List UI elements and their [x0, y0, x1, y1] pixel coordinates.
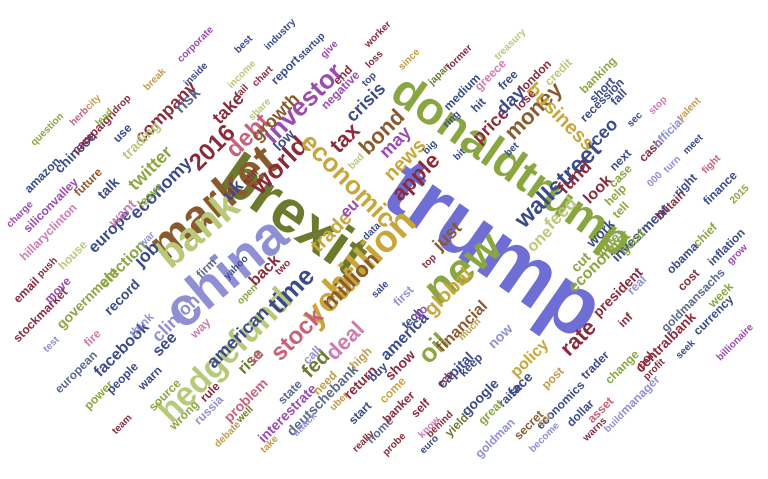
word-team: team: [109, 412, 134, 437]
word-corporate: corporate: [175, 24, 216, 65]
word-seek: seek: [674, 337, 698, 362]
word-valent: valent: [674, 95, 703, 124]
word-fight: fight: [699, 153, 724, 177]
word-manager: manager: [617, 372, 663, 418]
word-right: right: [670, 170, 700, 200]
word-first: first: [389, 283, 416, 309]
word-loss: loss: [363, 48, 386, 71]
word-debate: debate: [212, 419, 244, 450]
word-post: post: [538, 364, 567, 392]
word-test: test: [41, 334, 62, 355]
word-stop: stop: [646, 94, 670, 117]
word-now: now: [484, 320, 516, 352]
word-treasury: treasury: [492, 26, 528, 63]
word-meet: meet: [680, 132, 705, 157]
word-best: best: [232, 33, 255, 56]
word-turn: turn: [661, 153, 683, 176]
word-european: european: [51, 347, 101, 397]
word-000: 000: [644, 169, 665, 190]
word-billionaire: billionaire: [714, 322, 756, 364]
word-2015: 2015: [728, 182, 752, 207]
word-probe: probe: [380, 430, 409, 459]
word-build: build: [602, 410, 627, 435]
word-question: question: [28, 111, 67, 149]
word-fire: fire: [80, 326, 104, 350]
word-industry: industry: [262, 16, 298, 53]
word-former: former: [444, 42, 475, 73]
word-inside: inside: [181, 60, 210, 89]
word-break: break: [141, 66, 168, 93]
word-email: email: [10, 274, 42, 306]
word-house: house: [54, 237, 90, 273]
word-start: start: [345, 398, 375, 428]
word-sale: sale: [369, 278, 391, 301]
word-push: push: [35, 255, 60, 280]
word-ecb: ecb: [434, 369, 455, 390]
word-sec: sec: [624, 109, 645, 130]
word-inf: inf: [614, 309, 635, 331]
word-worker: worker: [362, 19, 394, 51]
